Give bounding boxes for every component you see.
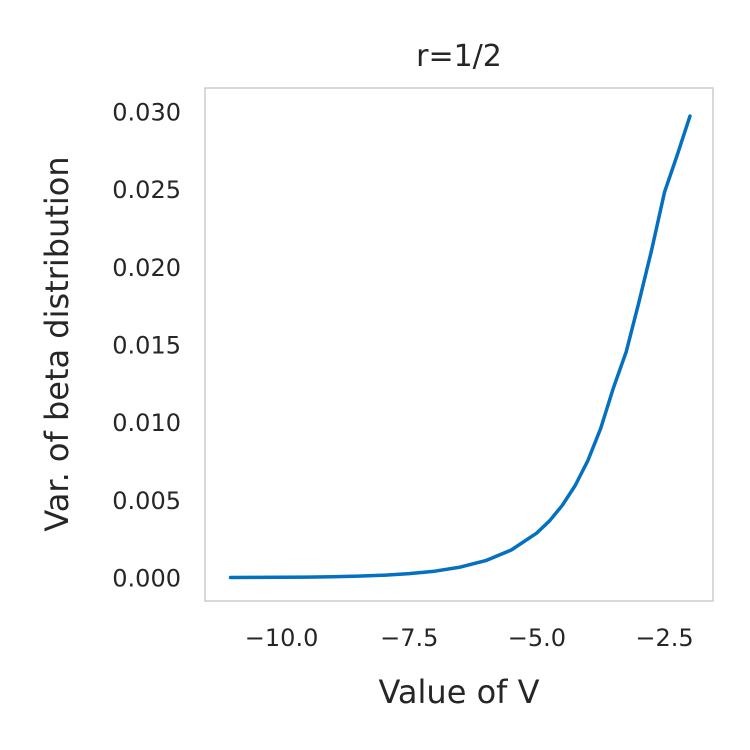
y-tick-label: 0.030 (112, 98, 181, 126)
x-tick-label: −7.5 (380, 624, 438, 652)
x-tick-label: −5.0 (508, 624, 566, 652)
y-tick-label: 0.025 (112, 176, 181, 204)
x-tick-label: −10.0 (245, 624, 319, 652)
plot-frame (204, 87, 714, 602)
y-tick-label: 0.005 (112, 487, 181, 515)
y-tick-label: 0.000 (112, 565, 181, 593)
y-tick-label: 0.015 (112, 332, 181, 360)
chart-title: r=1/2 (416, 39, 502, 74)
x-axis-label: Value of V (379, 673, 540, 711)
y-ticks: 0.000 0.005 0.010 0.015 0.020 0.025 0.030 (112, 98, 181, 592)
series-layer (228, 114, 692, 580)
x-tick-label: −2.5 (635, 624, 693, 652)
y-axis-label: Var. of beta distribution (38, 156, 76, 531)
y-tick-label: 0.010 (112, 409, 181, 437)
series-line (228, 114, 692, 580)
y-tick-label: 0.020 (112, 254, 181, 282)
x-ticks: −10.0 −7.5 −5.0 −2.5 (245, 624, 694, 652)
